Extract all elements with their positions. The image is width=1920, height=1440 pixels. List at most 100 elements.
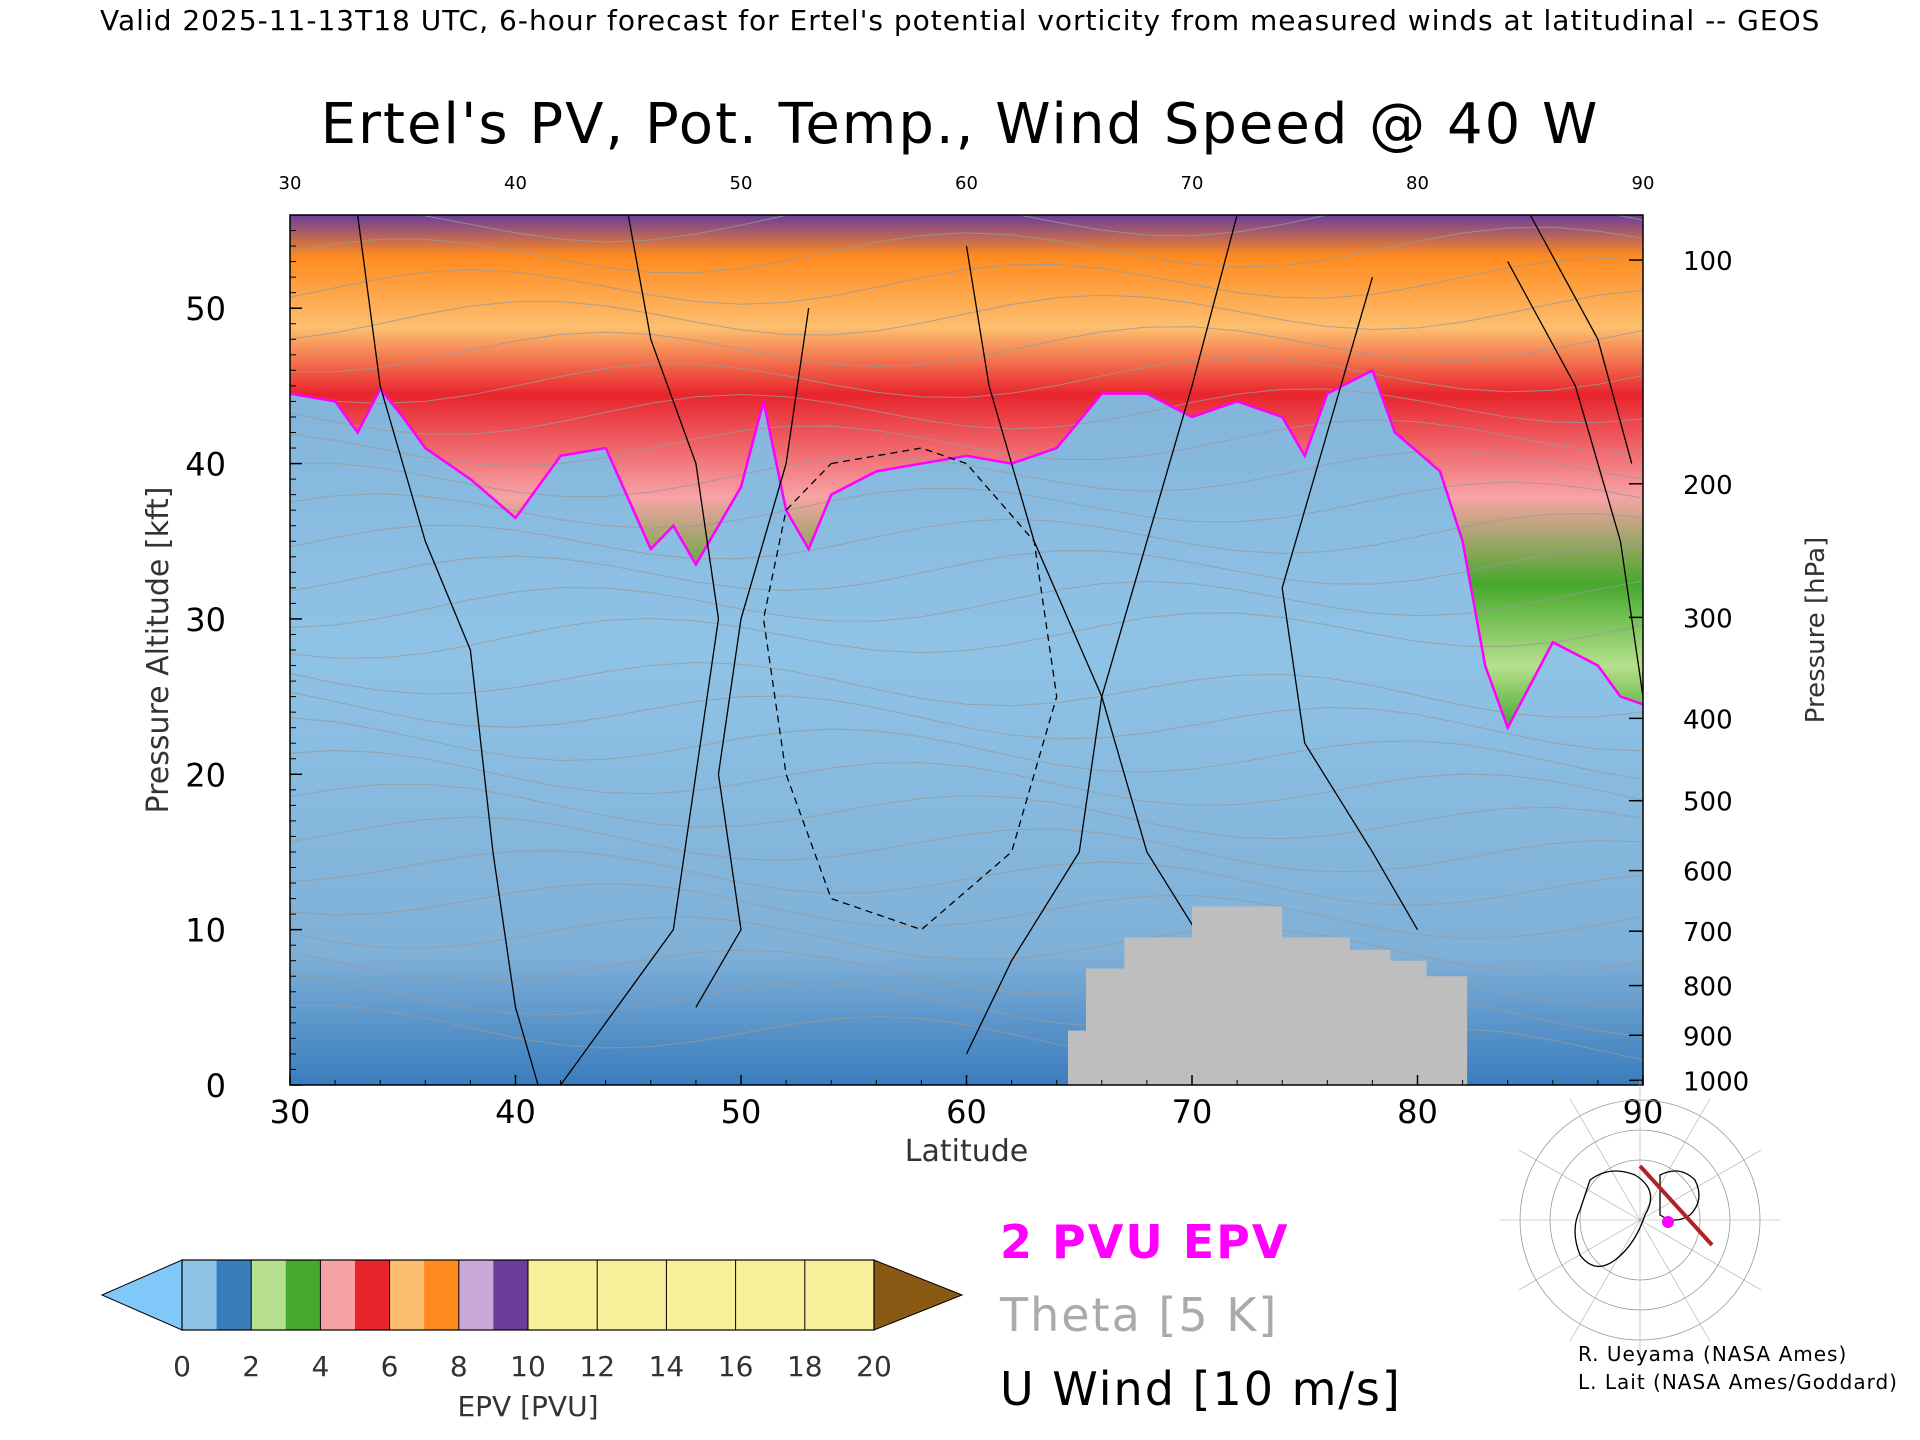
colorbar-segment	[216, 1260, 252, 1330]
colorbar-segment	[597, 1260, 633, 1330]
theta-contour	[290, 356, 1643, 405]
colorbar-segment	[804, 1260, 840, 1330]
y-tick-label: 0	[206, 1067, 226, 1105]
legend-pv: 2 PVU EPV	[1000, 1215, 1290, 1269]
inset-location-marker	[1662, 1216, 1674, 1228]
colorbar-segment	[701, 1260, 737, 1330]
inset-section-track	[1638, 1164, 1714, 1247]
y-tick-label: 50	[185, 290, 226, 328]
top-x-tick-label: 40	[504, 173, 527, 194]
pressure-tick-label: 200	[1683, 471, 1733, 501]
colorbar-tick-label: 0	[173, 1350, 191, 1383]
legend-wind: U Wind [10 m/s]	[1000, 1362, 1402, 1416]
top-x-tick-label: 30	[279, 173, 302, 194]
colorbar-tick-label: 16	[718, 1350, 754, 1383]
colorbar-segment	[320, 1260, 356, 1330]
theta-contour	[290, 916, 1643, 973]
pressure-tick-label: 800	[1683, 973, 1733, 1003]
colorbar-segment	[493, 1260, 529, 1330]
colorbar-tick-label: 2	[242, 1350, 260, 1383]
terrain	[1067, 906, 1468, 1085]
colorbar-tick-label: 4	[311, 1350, 329, 1383]
inset-meridian	[1639, 1219, 1711, 1342]
top-x-tick-label: 80	[1406, 173, 1429, 194]
top-x-tick-label: 50	[730, 173, 753, 194]
inset-meridian	[1569, 1219, 1641, 1342]
pressure-tick-label: 500	[1683, 788, 1733, 818]
x-tick-label: 60	[946, 1093, 987, 1131]
stratosphere-fill	[290, 215, 1643, 728]
inset-map-background	[1544, 1152, 1740, 1304]
theta-contour	[290, 662, 1643, 718]
inset-meridian	[1639, 1098, 1711, 1221]
theta-contour	[290, 816, 1643, 873]
theta-contour	[290, 543, 1643, 592]
theta-contour	[290, 226, 1643, 274]
wind-contour	[1507, 261, 1643, 697]
colorbar-segment	[251, 1260, 287, 1330]
y-axis-label: Pressure Altitude [kft]	[141, 487, 176, 814]
theta-contour	[290, 783, 1643, 840]
colorbar-tick-label: 20	[856, 1350, 892, 1383]
pressure-tick-label: 900	[1683, 1022, 1733, 1052]
inset-meridian	[1518, 1149, 1641, 1221]
colorbar-label: EPV [PVU]	[457, 1390, 598, 1423]
wind-contour	[695, 308, 810, 1008]
y-tick-label: 40	[185, 446, 226, 484]
colorbar-segment	[735, 1260, 771, 1330]
colorbar-segment	[182, 1260, 218, 1330]
theta-contour	[290, 481, 1643, 529]
wind-contour	[1529, 215, 1633, 464]
y-tick-label: 20	[185, 756, 226, 794]
colorbar-tick-label: 18	[787, 1350, 823, 1383]
colorbar-segment	[458, 1260, 494, 1330]
colorbar-tick-label: 8	[450, 1350, 468, 1383]
theta-contour	[290, 850, 1643, 906]
pressure-tick-label: 600	[1683, 858, 1733, 888]
wind-contour	[1281, 276, 1419, 930]
credit-lait: L. Lait (NASA Ames/Goddard)	[1578, 1370, 1898, 1394]
pressure-tick-label: 300	[1683, 604, 1733, 634]
wind-contour	[1101, 215, 1238, 962]
colorbar-segment	[631, 1260, 667, 1330]
colorbar-segment	[528, 1260, 564, 1330]
theta-contour	[290, 691, 1643, 752]
x-tick-label: 40	[495, 1093, 536, 1131]
theta-contour	[290, 257, 1643, 305]
colorbar-segment	[839, 1260, 875, 1330]
theta-contour	[290, 513, 1643, 560]
pressure-tick-label: 700	[1683, 918, 1733, 948]
theta-contour	[290, 612, 1643, 659]
pv-2pvu-contour	[290, 368, 1643, 731]
inset-landmass	[1574, 1170, 1652, 1267]
inset-meridian	[1569, 1098, 1641, 1221]
colorbar-tick-label: 12	[579, 1350, 615, 1383]
theta-contour	[290, 717, 1643, 781]
chart-title: Ertel's PV, Pot. Temp., Wind Speed @ 40 …	[320, 92, 1600, 157]
x-tick-label: 80	[1397, 1093, 1438, 1131]
theta-contour	[290, 326, 1643, 373]
theta-contour	[290, 388, 1643, 435]
negative-wind-contour	[762, 447, 1058, 931]
theta-contour	[290, 883, 1643, 939]
theta-contour	[290, 750, 1643, 806]
credit-ueyama: R. Ueyama (NASA Ames)	[1578, 1342, 1848, 1366]
top-x-tick-label: 70	[1181, 173, 1204, 194]
colorbar-tick-label: 6	[381, 1350, 399, 1383]
pressure-tick-label: 100	[1683, 247, 1733, 277]
inset-meridian	[1639, 1219, 1762, 1291]
x-tick-label: 70	[1172, 1093, 1213, 1131]
x-tick-label: 90	[1623, 1093, 1664, 1131]
wind-contour	[560, 215, 720, 1085]
theta-contour	[414, 215, 1643, 243]
pressure-tick-label: 1000	[1683, 1067, 1749, 1097]
x-axis-label: Latitude	[905, 1134, 1028, 1169]
colorbar-segment	[285, 1260, 321, 1330]
wind-contour	[357, 215, 539, 1085]
top-x-tick-label: 60	[955, 173, 978, 194]
x-tick-label: 50	[721, 1093, 762, 1131]
colorbar-segment	[389, 1260, 425, 1330]
colorbar-segment	[562, 1260, 598, 1330]
forecast-header: Valid 2025-11-13T18 UTC, 6-hour forecast…	[100, 4, 1821, 37]
